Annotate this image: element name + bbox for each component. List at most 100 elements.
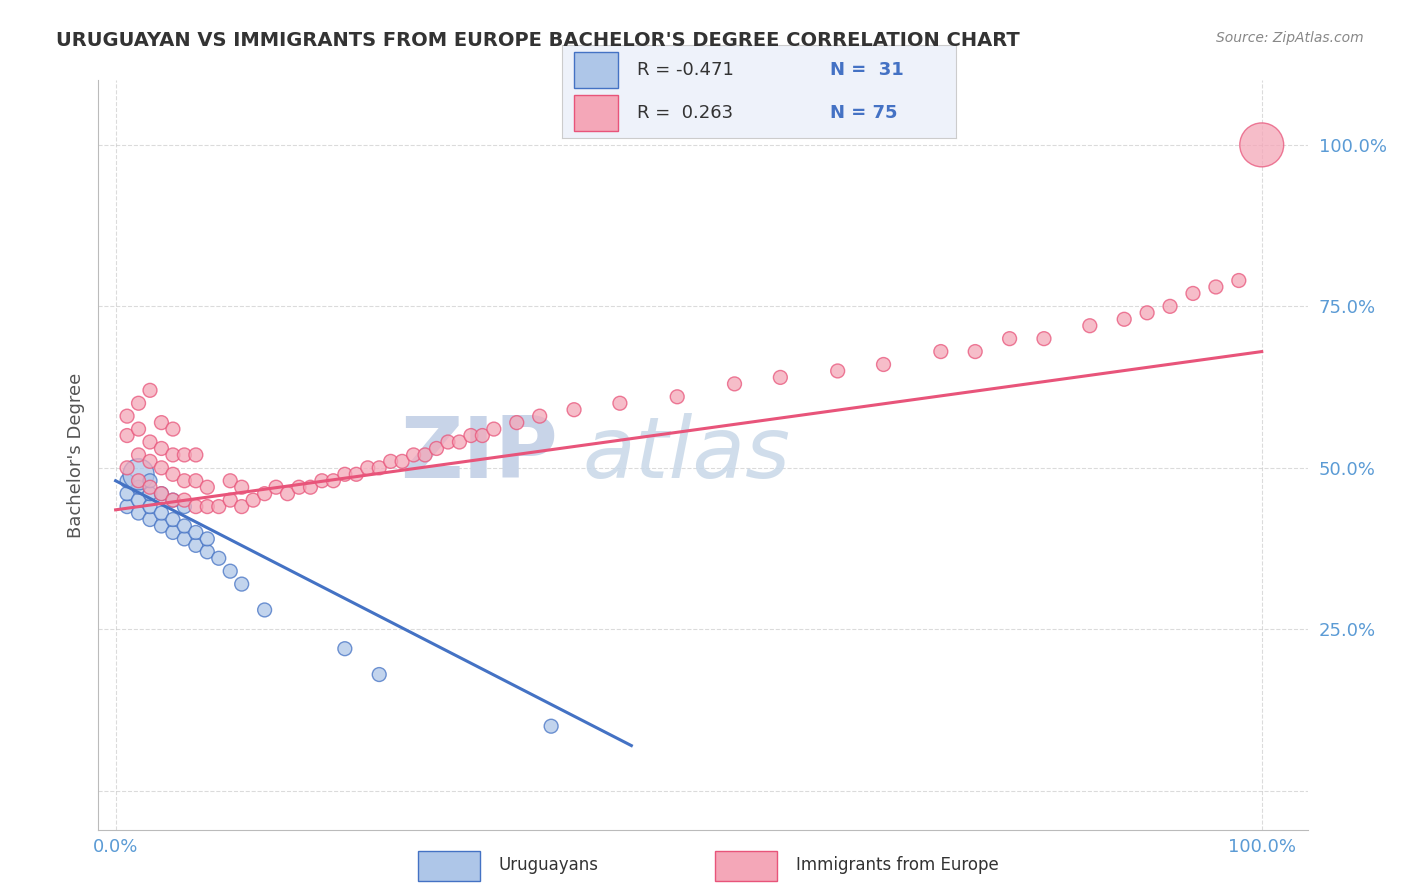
Point (872, 358, 894, 372)
FancyBboxPatch shape (716, 851, 778, 881)
Point (115, 428, 138, 442)
Point (1250, 137, 1272, 152)
Point (231, 500, 253, 514)
Point (162, 448, 184, 462)
Y-axis label: Bachelor's Degree: Bachelor's Degree (66, 372, 84, 538)
Point (288, 480, 311, 494)
Point (195, 480, 218, 494)
Point (195, 545, 218, 559)
Point (115, 500, 138, 514)
Point (264, 480, 287, 494)
Text: R =  0.263: R = 0.263 (637, 104, 734, 122)
Point (128, 467, 150, 482)
Point (128, 422, 150, 436)
Point (162, 422, 184, 436)
Point (139, 486, 162, 500)
Point (368, 667, 391, 681)
Point (173, 493, 195, 508)
Point (128, 493, 150, 508)
Point (150, 519, 173, 533)
Point (184, 538, 207, 552)
Point (219, 474, 242, 488)
Point (460, 428, 482, 442)
Point (115, 460, 138, 475)
Point (184, 500, 207, 514)
Point (128, 474, 150, 488)
Point (333, 641, 356, 656)
Point (368, 460, 391, 475)
Point (139, 474, 162, 488)
Point (562, 402, 585, 417)
Point (195, 532, 218, 546)
Point (1078, 318, 1101, 333)
Point (184, 474, 207, 488)
Point (277, 486, 299, 500)
Point (162, 525, 184, 540)
Point (402, 448, 425, 462)
Point (482, 422, 505, 436)
FancyBboxPatch shape (574, 52, 617, 87)
Text: Immigrants from Europe: Immigrants from Europe (796, 855, 998, 874)
Point (128, 396, 150, 410)
Point (128, 506, 150, 520)
Point (769, 370, 792, 384)
Point (162, 493, 184, 508)
Point (253, 603, 276, 617)
Point (150, 486, 173, 500)
Point (115, 486, 138, 500)
Text: Uruguayans: Uruguayans (499, 855, 599, 874)
Point (1181, 286, 1204, 301)
Point (139, 500, 162, 514)
Point (128, 448, 150, 462)
Point (184, 525, 207, 540)
Point (208, 500, 231, 514)
Point (425, 442, 447, 456)
Point (311, 474, 333, 488)
Point (437, 435, 460, 450)
Point (150, 486, 173, 500)
Point (162, 512, 184, 526)
Text: URUGUAYAN VS IMMIGRANTS FROM EUROPE BACHELOR'S DEGREE CORRELATION CHART: URUGUAYAN VS IMMIGRANTS FROM EUROPE BACH… (56, 31, 1019, 50)
Point (115, 474, 138, 488)
Point (998, 332, 1021, 346)
Point (666, 390, 689, 404)
Point (529, 409, 551, 424)
Point (609, 396, 631, 410)
Point (929, 344, 952, 359)
Point (299, 480, 322, 494)
Point (219, 493, 242, 508)
Text: N = 75: N = 75 (830, 104, 897, 122)
FancyBboxPatch shape (419, 851, 481, 881)
Point (195, 500, 218, 514)
Point (231, 577, 253, 591)
Point (827, 364, 849, 378)
Point (162, 467, 184, 482)
Point (357, 460, 380, 475)
Text: Source: ZipAtlas.com: Source: ZipAtlas.com (1216, 31, 1364, 45)
Point (139, 480, 162, 494)
Point (115, 409, 138, 424)
Text: ZIP: ZIP (401, 413, 558, 497)
Point (173, 532, 195, 546)
FancyBboxPatch shape (574, 95, 617, 131)
Point (506, 416, 529, 430)
Point (173, 448, 195, 462)
Text: N =  31: N = 31 (830, 61, 904, 78)
Point (150, 442, 173, 456)
Point (253, 486, 276, 500)
Text: R = -0.471: R = -0.471 (637, 61, 734, 78)
Point (322, 474, 344, 488)
Point (128, 480, 150, 494)
Point (242, 493, 264, 508)
Point (184, 448, 207, 462)
Point (1205, 280, 1227, 294)
Point (413, 448, 436, 462)
Point (150, 416, 173, 430)
Point (162, 493, 184, 508)
Point (219, 564, 242, 578)
Text: atlas: atlas (582, 413, 790, 497)
Point (1033, 332, 1056, 346)
Point (150, 460, 173, 475)
Point (380, 454, 402, 468)
Point (333, 467, 356, 482)
